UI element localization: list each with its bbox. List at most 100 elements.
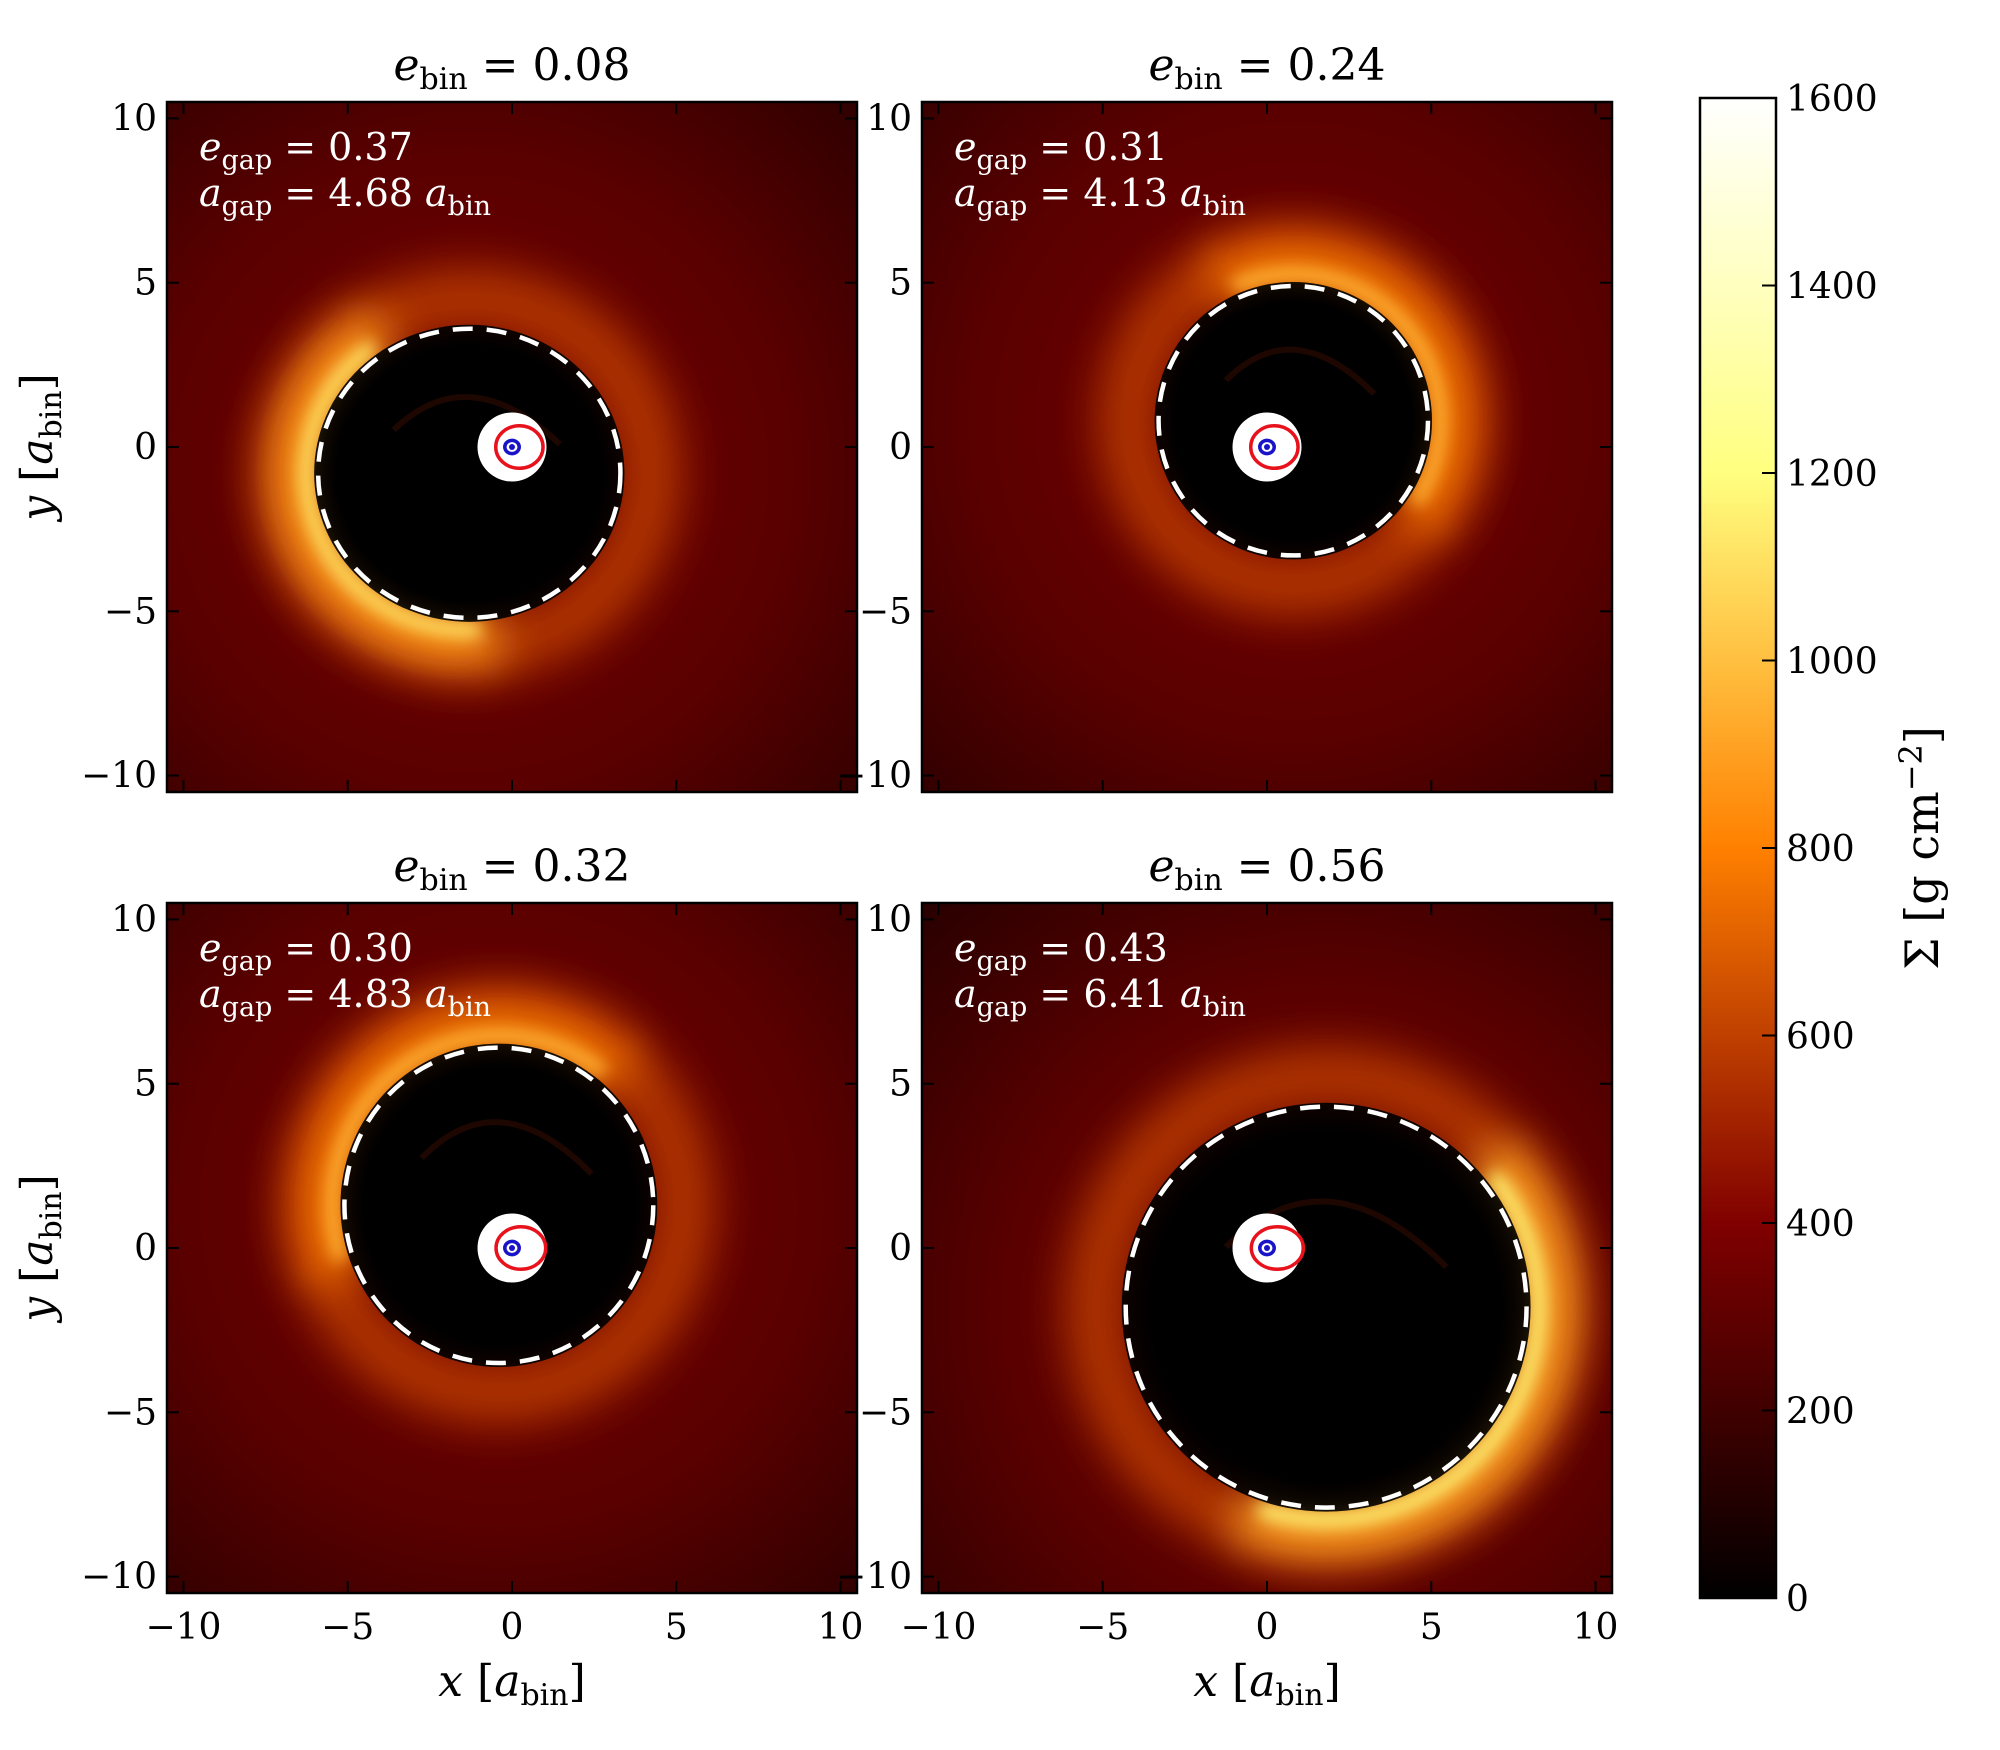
density-ripple [246,303,476,690]
colorbar-tick-label: 200 [1786,1392,1855,1433]
panel-title: ebin = 0.08 [394,40,631,97]
density-ripple [1223,230,1484,521]
crescent-glow [268,315,502,668]
primary-center [1264,1245,1270,1251]
y-tick-label: 5 [889,1064,912,1105]
e-gap-annotation: egap = 0.43 [954,926,1168,977]
a-gap-annotation: agap = 4.83 abin [199,972,491,1023]
secondary-orbit [494,1224,548,1272]
crescent-peak [1257,1172,1547,1528]
a-gap-annotation: agap = 4.68 abin [199,171,491,222]
x-tick-label: 10 [1573,1607,1619,1648]
y-tick-label: 10 [866,899,912,940]
gap-fit-ellipse [1123,1104,1529,1510]
x-tick-label: 0 [501,1607,524,1648]
y-tick-label: −10 [81,1557,157,1598]
gap-fit-ellipse [315,326,623,621]
density-ripple [1228,246,1468,513]
y-tick-label: −5 [104,591,157,632]
y-tick-label: 10 [866,98,912,139]
colorbar-label: Σ [g cm−2] [1892,726,1949,970]
density-ripple [288,991,625,1267]
panel-title: ebin = 0.24 [1149,40,1386,97]
colorbar-tick-label: 800 [1786,829,1855,870]
inner-streamer [1223,346,1377,396]
x-axis-label-left: x [abin] [438,1656,586,1713]
colorbar-tick-label: 1400 [1786,267,1878,308]
crescent-peak [298,342,482,638]
panel-4: −10 −10 −5 −5 0 0 5 5 10 10 ebin = 0.56 egap = 0.43… [836,841,1618,1648]
density-ripple [262,316,476,674]
shared-axis-labels: x [abin] x [abin] y [abin] y [abin] [12,373,1341,1713]
y-tick-label: 0 [134,427,157,468]
y-axis-label-bottom: y [abin] [12,1174,69,1324]
x-tick-label: −10 [900,1607,976,1648]
y-tick-label: 0 [134,1228,157,1269]
colorbar: 0 200 400 600 800 1000 1200 1400 1600 Σ [g cm−2] [1698,79,1949,1620]
crescent-glow [294,998,632,1285]
x-axis-label-right: x [abin] [1193,1656,1341,1713]
primary-orbit [503,438,521,456]
secondary-orbit [1249,1224,1306,1272]
e-gap-annotation: egap = 0.37 [199,125,413,176]
secondary-orbit [1248,423,1300,471]
y-tick-label: −10 [836,1557,912,1598]
y-tick-label: 5 [134,1064,157,1105]
primary-center [509,1245,515,1251]
a-gap-annotation: agap = 6.41 abin [954,972,1246,1023]
primary-center [509,444,515,450]
e-gap-annotation: egap = 0.30 [199,926,413,977]
y-tick-label: 5 [889,263,912,304]
colorbar-tick-label: 1000 [1786,642,1878,683]
gap-cavity [1121,1102,1531,1512]
panel-3: −10 −10 −5 −5 0 0 5 5 10 10 ebin = 0.32 egap = 0.30… [81,841,863,1648]
primary-orbit [1258,1239,1276,1257]
y-tick-label: 0 [889,427,912,468]
x-tick-label: 5 [1420,1607,1443,1648]
y-tick-label: −5 [859,1392,912,1433]
colorbar-tick-label: 0 [1786,1579,1809,1620]
colorbar-tick-label: 1200 [1786,454,1878,495]
crescent-peak [324,1027,607,1262]
y-tick-label: 10 [111,98,157,139]
y-axis-label-top: y [abin] [12,373,69,523]
x-tick-label: −5 [321,1607,374,1648]
colorbar-tick-label: 600 [1786,1017,1855,1058]
x-tick-label: −5 [1076,1607,1129,1648]
gap-cavity [314,324,625,622]
panel-title: ebin = 0.32 [394,841,631,898]
y-tick-label: 5 [134,263,157,304]
x-tick-label: 10 [818,1607,864,1648]
y-tick-label: −5 [859,591,912,632]
y-tick-label: −10 [81,756,157,797]
x-tick-label: −10 [145,1607,221,1648]
density-ripple [1257,1163,1567,1548]
density-ripple [1252,1154,1583,1564]
density-ripple [1248,1144,1599,1580]
colorbar-tick-label: 1600 [1786,79,1878,120]
density-ripple [278,328,475,658]
y-tick-label: −5 [104,1392,157,1433]
secondary-orbit [493,423,545,471]
density-ripple [1217,214,1500,530]
density-ripple [304,1007,615,1262]
crescent-glow [1208,236,1478,531]
gap-cavity [340,1043,658,1367]
inner-streamer [419,1119,594,1176]
heatmap [922,102,1612,792]
x-tick-label: 0 [1256,1607,1279,1648]
gap-cavity [1154,282,1432,560]
y-tick-label: 0 [889,1228,912,1269]
crescent-peak [1231,266,1448,506]
gap-fit-ellipse [1156,283,1431,558]
y-tick-label: −10 [836,756,912,797]
y-tick-label: 10 [111,899,157,940]
heatmap [922,903,1612,1593]
panel-title: ebin = 0.56 [1149,841,1386,898]
primary-center [1264,444,1270,450]
heatmap [167,903,857,1593]
